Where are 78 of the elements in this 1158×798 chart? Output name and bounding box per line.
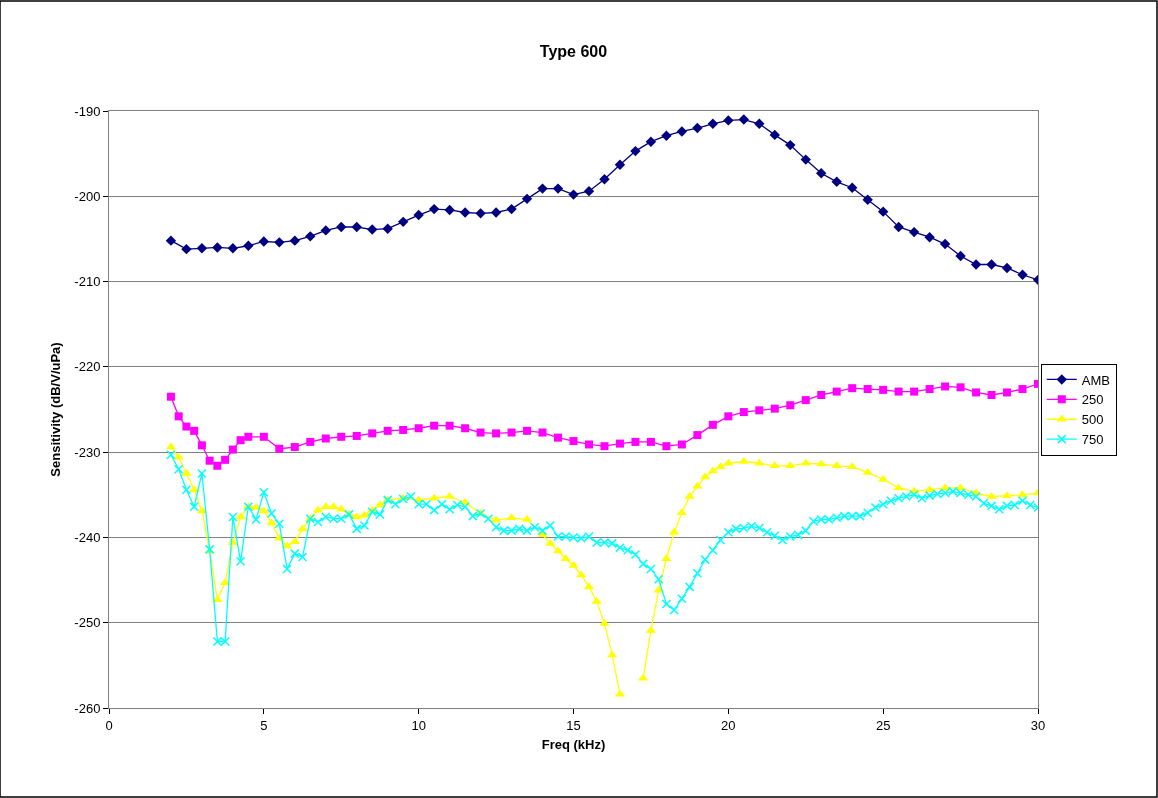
- point: [413, 209, 424, 221]
- y-axis-title: Sensitivity (dB/V/uPa): [48, 342, 64, 477]
- point: [351, 221, 362, 233]
- x-tick-label: 25: [875, 717, 891, 733]
- chart-title: Type 600: [539, 43, 608, 61]
- point: [475, 208, 486, 219]
- legend-label: 500: [1081, 412, 1104, 428]
- point: [428, 203, 440, 215]
- y-tick-label: -260: [74, 700, 101, 716]
- point: [305, 231, 316, 242]
- point: [289, 235, 300, 246]
- legend-label: 750: [1081, 432, 1104, 448]
- point: [258, 236, 270, 247]
- point: [924, 232, 935, 243]
- point: [165, 235, 177, 246]
- point: [939, 238, 951, 250]
- x-tick-label: 20: [721, 717, 736, 733]
- x-tick-label: 5: [260, 717, 268, 733]
- point: [723, 115, 734, 126]
- point: [336, 221, 347, 233]
- y-tick-label: -220: [74, 359, 101, 375]
- x-tick-label: 0: [105, 717, 113, 733]
- y-tick-label: -200: [74, 188, 101, 204]
- point: [645, 136, 657, 147]
- x-tick-label: 15: [566, 717, 581, 733]
- point: [521, 193, 533, 205]
- point: [552, 183, 564, 194]
- y-tick-label: -240: [74, 529, 101, 545]
- y-tick-label: -190: [74, 103, 101, 119]
- point: [831, 176, 842, 187]
- point: [382, 223, 393, 234]
- point: [490, 207, 502, 218]
- point: [367, 224, 378, 235]
- point: [568, 189, 579, 200]
- point: [196, 243, 208, 254]
- point: [986, 259, 997, 270]
- x-tick-label: 10: [411, 717, 426, 733]
- point: [630, 145, 641, 157]
- point: [274, 237, 285, 248]
- point: [459, 207, 471, 218]
- point: [877, 206, 889, 217]
- point: [661, 130, 672, 141]
- point: [955, 250, 966, 262]
- point: [692, 122, 703, 134]
- point: [816, 168, 827, 179]
- point: [800, 154, 811, 165]
- y-tick-label: -210: [74, 274, 101, 290]
- point: [599, 174, 610, 185]
- point: [614, 159, 626, 170]
- point: [847, 182, 858, 193]
- legend-label: AMB: [1081, 372, 1110, 388]
- point: [506, 203, 517, 215]
- point: [181, 243, 192, 255]
- point: [1001, 262, 1013, 274]
- point: [707, 118, 719, 129]
- point: [583, 185, 595, 197]
- point: [754, 118, 765, 129]
- point: [243, 240, 254, 251]
- point: [444, 204, 455, 216]
- x-axis-title: Freq (kHz): [541, 737, 606, 753]
- y-tick-label: -230: [74, 444, 101, 460]
- y-tick-label: -250: [74, 615, 101, 631]
- point: [1017, 269, 1028, 280]
- point: [970, 259, 982, 270]
- point: [676, 126, 688, 137]
- point: [227, 243, 239, 254]
- point: [738, 114, 750, 125]
- point: [769, 129, 780, 141]
- legend-label: 250: [1081, 392, 1104, 408]
- point: [212, 242, 223, 253]
- point: [785, 139, 796, 151]
- point: [397, 216, 409, 228]
- point: [908, 226, 920, 238]
- point: [862, 194, 873, 205]
- point: [893, 221, 904, 233]
- x-tick-label: 30: [1030, 717, 1046, 733]
- point: [320, 225, 331, 236]
- point: [537, 183, 548, 194]
